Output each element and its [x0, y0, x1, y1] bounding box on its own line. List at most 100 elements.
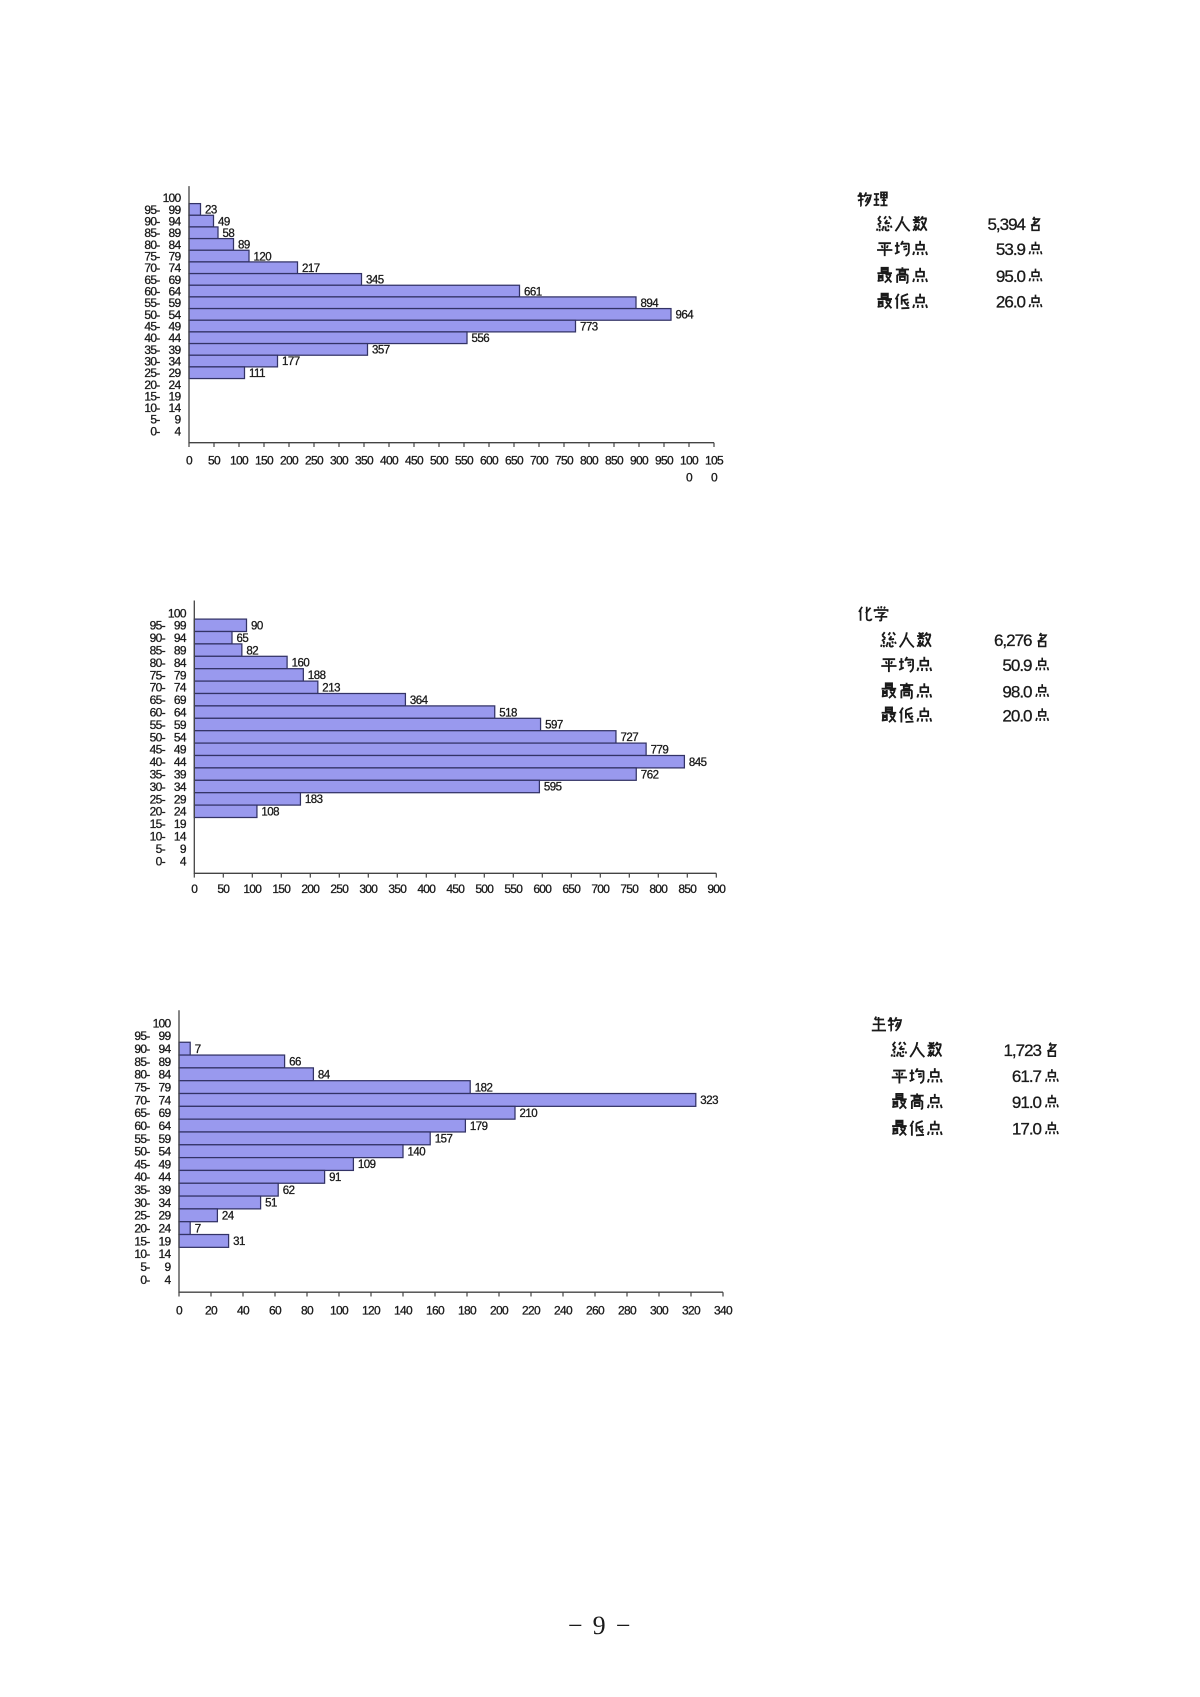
svg-text:6,276: 6,276 [994, 631, 1032, 650]
svg-text:50: 50 [217, 882, 230, 896]
svg-text:183: 183 [305, 794, 323, 806]
svg-text:34: 34 [169, 354, 182, 368]
svg-text:20: 20 [205, 1303, 218, 1317]
svg-text:60-: 60- [150, 706, 166, 720]
svg-text:964: 964 [676, 310, 695, 322]
svg-text:200: 200 [490, 1303, 509, 1317]
svg-text:64: 64 [159, 1119, 172, 1133]
svg-text:59: 59 [169, 296, 182, 310]
svg-text:15-: 15- [134, 1234, 150, 1248]
svg-text:0: 0 [711, 470, 718, 484]
svg-text:89: 89 [159, 1055, 172, 1069]
svg-text:35-: 35- [150, 768, 166, 782]
svg-text:25-: 25- [150, 792, 166, 806]
svg-text:5,394: 5,394 [987, 215, 1025, 234]
svg-text:90-: 90- [150, 631, 166, 645]
svg-text:100: 100 [168, 606, 187, 620]
svg-text:85-: 85- [144, 226, 160, 240]
svg-text:300: 300 [330, 454, 349, 468]
svg-text:150: 150 [272, 882, 291, 896]
svg-text:85-: 85- [134, 1055, 150, 1069]
svg-text:55-: 55- [134, 1132, 150, 1146]
svg-text:84: 84 [159, 1068, 172, 1082]
svg-text:24: 24 [222, 1211, 235, 1223]
svg-text:105: 105 [705, 454, 724, 468]
svg-text:95-: 95- [134, 1029, 150, 1043]
svg-text:4: 4 [180, 854, 187, 868]
svg-text:0: 0 [176, 1303, 183, 1317]
svg-text:30-: 30- [134, 1196, 150, 1210]
svg-text:400: 400 [417, 882, 436, 896]
svg-text:29: 29 [169, 366, 182, 380]
svg-text:894: 894 [641, 298, 660, 310]
svg-text:95.0: 95.0 [996, 267, 1026, 286]
svg-text:9: 9 [180, 842, 187, 856]
svg-text:− 9 −: − 9 − [568, 1611, 632, 1640]
svg-text:597: 597 [545, 720, 563, 732]
svg-text:91.0: 91.0 [1012, 1093, 1042, 1112]
svg-text:23: 23 [205, 205, 217, 217]
svg-text:95-: 95- [144, 203, 160, 217]
svg-text:7: 7 [195, 1223, 201, 1235]
svg-text:20.0: 20.0 [1002, 706, 1032, 725]
svg-text:89: 89 [174, 644, 187, 658]
svg-text:550: 550 [455, 454, 474, 468]
svg-text:17.0: 17.0 [1012, 1120, 1042, 1139]
svg-text:100: 100 [163, 191, 182, 205]
svg-text:31: 31 [233, 1236, 245, 1248]
svg-text:55-: 55- [150, 718, 166, 732]
svg-text:69: 69 [174, 693, 187, 707]
svg-text:75-: 75- [144, 250, 160, 264]
svg-text:220: 220 [522, 1303, 541, 1317]
svg-text:800: 800 [580, 454, 599, 468]
svg-text:39: 39 [169, 343, 182, 357]
svg-text:150: 150 [255, 454, 274, 468]
svg-text:19: 19 [159, 1234, 172, 1248]
svg-text:80-: 80- [144, 238, 160, 252]
svg-text:60-: 60- [144, 284, 160, 298]
svg-text:50-: 50- [150, 730, 166, 744]
svg-text:24: 24 [159, 1222, 172, 1236]
svg-text:140: 140 [408, 1146, 426, 1158]
svg-text:250: 250 [330, 882, 349, 896]
svg-text:0: 0 [186, 454, 193, 468]
svg-text:60-: 60- [134, 1119, 150, 1133]
svg-text:213: 213 [322, 683, 340, 695]
svg-text:140: 140 [394, 1303, 413, 1317]
svg-text:62: 62 [283, 1185, 295, 1197]
svg-text:85-: 85- [150, 644, 166, 658]
svg-text:79: 79 [159, 1081, 172, 1095]
svg-text:345: 345 [366, 275, 384, 287]
svg-text:54: 54 [159, 1145, 172, 1159]
svg-text:90-: 90- [134, 1042, 150, 1056]
svg-text:188: 188 [308, 670, 326, 682]
svg-text:10-: 10- [144, 401, 160, 415]
svg-text:779: 779 [651, 745, 669, 757]
svg-text:44: 44 [169, 331, 182, 345]
svg-text:91: 91 [329, 1172, 341, 1184]
svg-text:20-: 20- [134, 1222, 150, 1236]
svg-text:500: 500 [475, 882, 494, 896]
svg-text:0-: 0- [150, 424, 160, 438]
svg-text:0: 0 [191, 882, 198, 896]
svg-text:5-: 5- [156, 842, 166, 856]
svg-text:364: 364 [410, 695, 429, 707]
svg-text:9: 9 [165, 1260, 172, 1274]
svg-text:94: 94 [169, 215, 182, 229]
svg-text:700: 700 [530, 454, 549, 468]
svg-text:99: 99 [174, 619, 187, 633]
svg-text:4: 4 [165, 1273, 172, 1287]
svg-text:0: 0 [686, 470, 693, 484]
svg-text:94: 94 [159, 1042, 172, 1056]
svg-text:850: 850 [605, 454, 624, 468]
svg-text:80-: 80- [134, 1068, 150, 1082]
svg-text:80: 80 [301, 1303, 314, 1317]
svg-text:100: 100 [680, 454, 699, 468]
svg-text:160: 160 [292, 658, 310, 670]
svg-text:26.0: 26.0 [996, 293, 1026, 312]
svg-text:58: 58 [223, 228, 235, 240]
svg-text:79: 79 [169, 250, 182, 264]
svg-text:5-: 5- [140, 1260, 150, 1274]
svg-text:0-: 0- [140, 1273, 150, 1287]
svg-text:24: 24 [174, 805, 187, 819]
